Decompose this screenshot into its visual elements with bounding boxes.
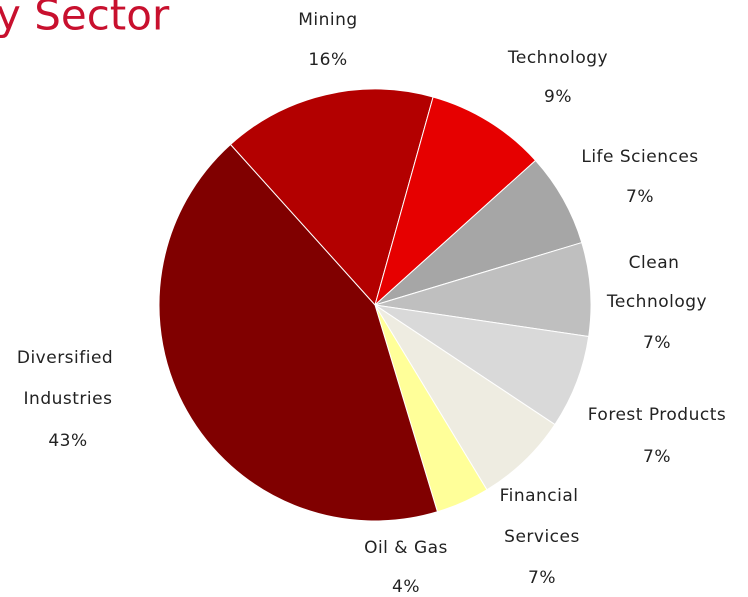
value-label: 43% bbox=[48, 431, 87, 451]
label-line: Diversified bbox=[17, 348, 119, 368]
slice-label: Forest Products bbox=[588, 405, 726, 425]
slice-label: Clean Technology bbox=[606, 253, 707, 312]
label-line: Mining bbox=[298, 10, 357, 30]
value-label: 9% bbox=[544, 87, 572, 107]
label-line: Clean bbox=[629, 253, 686, 273]
slice-label: Technology bbox=[507, 48, 608, 68]
label-line: Technology bbox=[507, 48, 608, 68]
value-label: 7% bbox=[528, 568, 556, 588]
value-label: 7% bbox=[626, 187, 654, 207]
label-line: Industries bbox=[24, 389, 113, 409]
value-label: 16% bbox=[308, 50, 347, 70]
slice-label: Financial Services bbox=[500, 486, 585, 547]
slice-label: Diversified Industries bbox=[17, 348, 119, 409]
label-line: Services bbox=[504, 527, 580, 547]
label-line: Technology bbox=[606, 292, 707, 312]
slice-label: Oil & Gas bbox=[364, 538, 448, 558]
chart-title: y Sector bbox=[0, 0, 170, 40]
label-line: Forest Products bbox=[588, 405, 726, 425]
slice-label: Life Sciences bbox=[581, 147, 698, 167]
value-label: 4% bbox=[392, 577, 420, 597]
value-label: 7% bbox=[643, 447, 671, 467]
slice-label: Mining bbox=[298, 10, 357, 30]
pie-slice bbox=[374, 96, 537, 307]
label-line: Oil & Gas bbox=[364, 538, 448, 558]
pie-slice bbox=[229, 88, 434, 307]
label-line: Financial bbox=[500, 486, 585, 506]
pie-slice bbox=[158, 143, 439, 522]
value-label: 7% bbox=[643, 333, 671, 353]
label-line: Life Sciences bbox=[581, 147, 698, 167]
